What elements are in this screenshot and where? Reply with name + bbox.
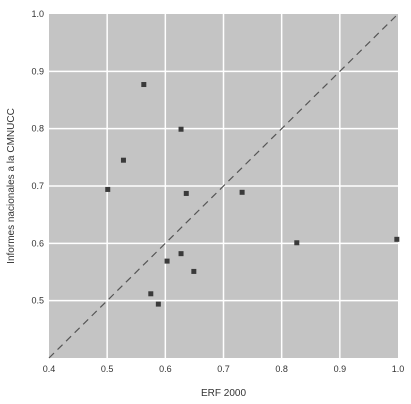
reference-line-y-equals-x xyxy=(48,13,399,359)
y-tick-label: 0.8 xyxy=(31,124,44,134)
y-axis-tick-labels: 0.5 0.6 0.7 0.8 0.9 1.0 xyxy=(31,9,44,306)
data-point xyxy=(164,258,170,264)
x-tick-label: 1.0 xyxy=(392,364,405,374)
data-point xyxy=(120,157,126,163)
y-tick-label: 0.9 xyxy=(31,66,44,76)
x-tick-label: 0.6 xyxy=(159,364,172,374)
data-point xyxy=(155,301,161,307)
x-tick-label: 0.4 xyxy=(43,364,56,374)
y-tick-label: 1.0 xyxy=(31,9,44,19)
data-point xyxy=(178,126,184,132)
data-point xyxy=(239,189,245,195)
data-point xyxy=(294,240,300,246)
data-points xyxy=(105,82,400,307)
data-point xyxy=(178,251,184,257)
x-tick-label: 0.8 xyxy=(275,364,288,374)
data-point xyxy=(141,82,147,88)
data-point xyxy=(148,291,154,297)
data-point xyxy=(183,190,189,196)
y-axis-label: Informes nacionales a la CMNUCC xyxy=(6,108,17,264)
data-point xyxy=(394,236,400,242)
x-axis-tick-labels: 0.4 0.5 0.6 0.7 0.8 0.9 1.0 xyxy=(43,364,405,374)
y-tick-label: 0.7 xyxy=(31,181,44,191)
x-axis-label: ERF 2000 xyxy=(201,388,246,399)
data-point xyxy=(191,268,197,274)
y-tick-label: 0.6 xyxy=(31,238,44,248)
x-tick-label: 0.5 xyxy=(101,364,114,374)
x-tick-label: 0.9 xyxy=(334,364,347,374)
data-point xyxy=(105,186,111,192)
y-tick-label: 0.5 xyxy=(31,296,44,306)
x-tick-label: 0.7 xyxy=(217,364,230,374)
